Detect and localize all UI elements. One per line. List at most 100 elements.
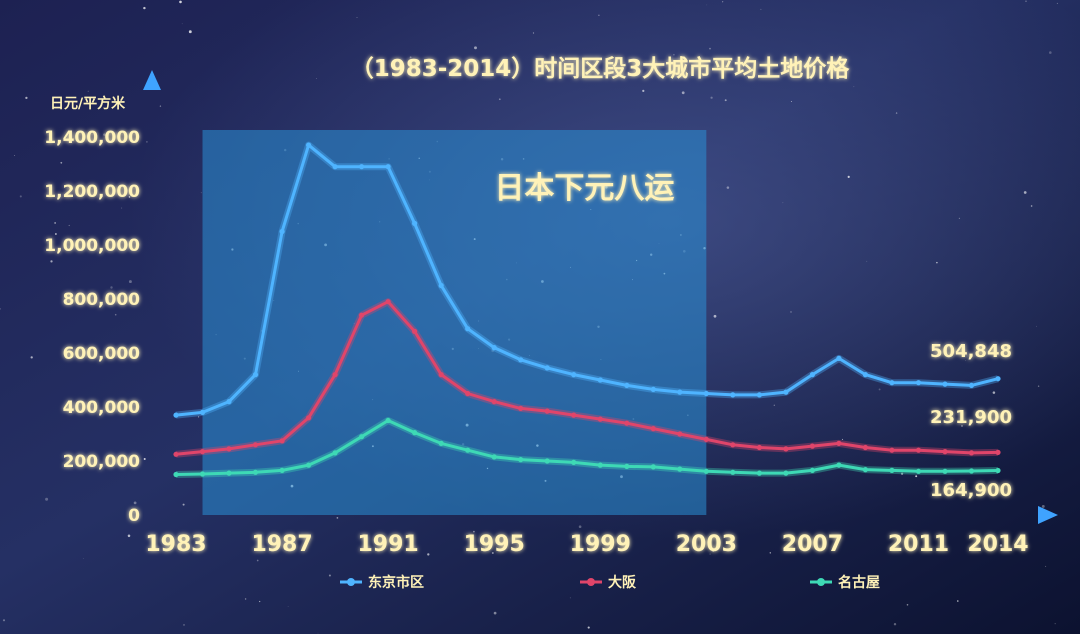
- star: [474, 46, 477, 50]
- star: [110, 286, 113, 289]
- data-point: [783, 389, 789, 395]
- star: [1054, 622, 1056, 625]
- data-point: [942, 449, 948, 455]
- x-tick-label: 2007: [782, 532, 843, 557]
- star: [722, 1, 724, 3]
- star: [726, 186, 730, 189]
- data-point: [226, 399, 232, 405]
- data-point: [836, 440, 842, 446]
- data-point: [359, 312, 365, 318]
- data-point: [279, 228, 285, 235]
- legend-label: 大阪: [608, 574, 637, 591]
- data-point: [279, 438, 285, 444]
- star: [25, 96, 28, 100]
- data-point: [226, 446, 232, 452]
- data-point: [385, 164, 391, 170]
- star: [673, 53, 675, 56]
- data-point: [624, 463, 630, 469]
- data-point: [650, 386, 656, 392]
- data-point: [597, 377, 603, 383]
- star: [182, 503, 185, 506]
- star: [782, 202, 784, 204]
- star: [14, 155, 15, 156]
- star: [127, 534, 131, 538]
- star: [427, 553, 430, 556]
- star: [999, 544, 1003, 547]
- series-layer: [173, 141, 1001, 478]
- star: [992, 391, 996, 394]
- y-tick-label: 400,000: [63, 398, 141, 418]
- star: [200, 192, 202, 194]
- data-point: [173, 451, 179, 457]
- star: [87, 90, 89, 92]
- y-axis-label: 日元/平方米: [50, 95, 126, 112]
- star: [569, 597, 571, 599]
- star: [906, 604, 909, 606]
- data-point: [968, 450, 975, 456]
- data-point: [624, 420, 630, 426]
- star: [961, 425, 963, 427]
- data-point: [332, 450, 338, 456]
- data-point: [915, 447, 922, 453]
- star: [259, 600, 261, 603]
- star: [68, 224, 70, 227]
- star: [473, 530, 475, 533]
- star: [60, 161, 63, 164]
- star: [893, 622, 897, 626]
- data-point: [226, 470, 232, 476]
- data-point: [942, 381, 948, 387]
- star: [706, 4, 708, 6]
- y-tick-label: 1,400,000: [44, 128, 140, 148]
- data-point: [252, 442, 259, 448]
- data-point: [412, 430, 418, 436]
- legend-label: 东京市区: [368, 574, 424, 591]
- axes: [143, 70, 1058, 524]
- star: [965, 360, 967, 361]
- star: [181, 23, 183, 25]
- star: [769, 552, 772, 554]
- star: [128, 280, 132, 284]
- data-point: [306, 415, 312, 421]
- y-tick-label: 0: [128, 506, 140, 526]
- data-point: [862, 444, 869, 451]
- legend-item-nagoya: 名古屋: [810, 574, 880, 591]
- star: [0, 308, 1, 310]
- y-tick-label: 1,200,000: [44, 182, 140, 202]
- star: [287, 606, 289, 607]
- star: [143, 457, 146, 461]
- star: [188, 30, 192, 34]
- data-point: [836, 355, 842, 361]
- series-tokyo: [173, 141, 1001, 419]
- x-tick-label: 2011: [888, 532, 949, 557]
- data-point: [544, 458, 550, 464]
- star: [315, 77, 317, 79]
- end-labels: 504,848 231,900 164,900: [930, 341, 1012, 501]
- data-point: [332, 372, 338, 378]
- legend-swatch-dot: [817, 578, 825, 586]
- star: [790, 101, 792, 103]
- star: [133, 501, 137, 505]
- star: [532, 32, 535, 34]
- data-point: [756, 444, 763, 451]
- data-point: [199, 471, 206, 477]
- star: [114, 313, 117, 316]
- star: [790, 311, 792, 313]
- legend-item-tokyo: 东京市区: [340, 574, 424, 591]
- star: [709, 553, 711, 555]
- star: [406, 583, 410, 586]
- star: [1049, 51, 1052, 54]
- star: [244, 598, 247, 600]
- star: [2, 619, 6, 622]
- star: [853, 86, 855, 88]
- star: [146, 141, 148, 143]
- star: [895, 112, 898, 114]
- data-point: [836, 462, 842, 468]
- data-point: [332, 164, 338, 170]
- star: [159, 105, 162, 107]
- y-tick-label: 800,000: [63, 290, 141, 310]
- data-point: [359, 434, 365, 440]
- star: [82, 558, 84, 559]
- star: [710, 96, 713, 99]
- star: [356, 17, 358, 18]
